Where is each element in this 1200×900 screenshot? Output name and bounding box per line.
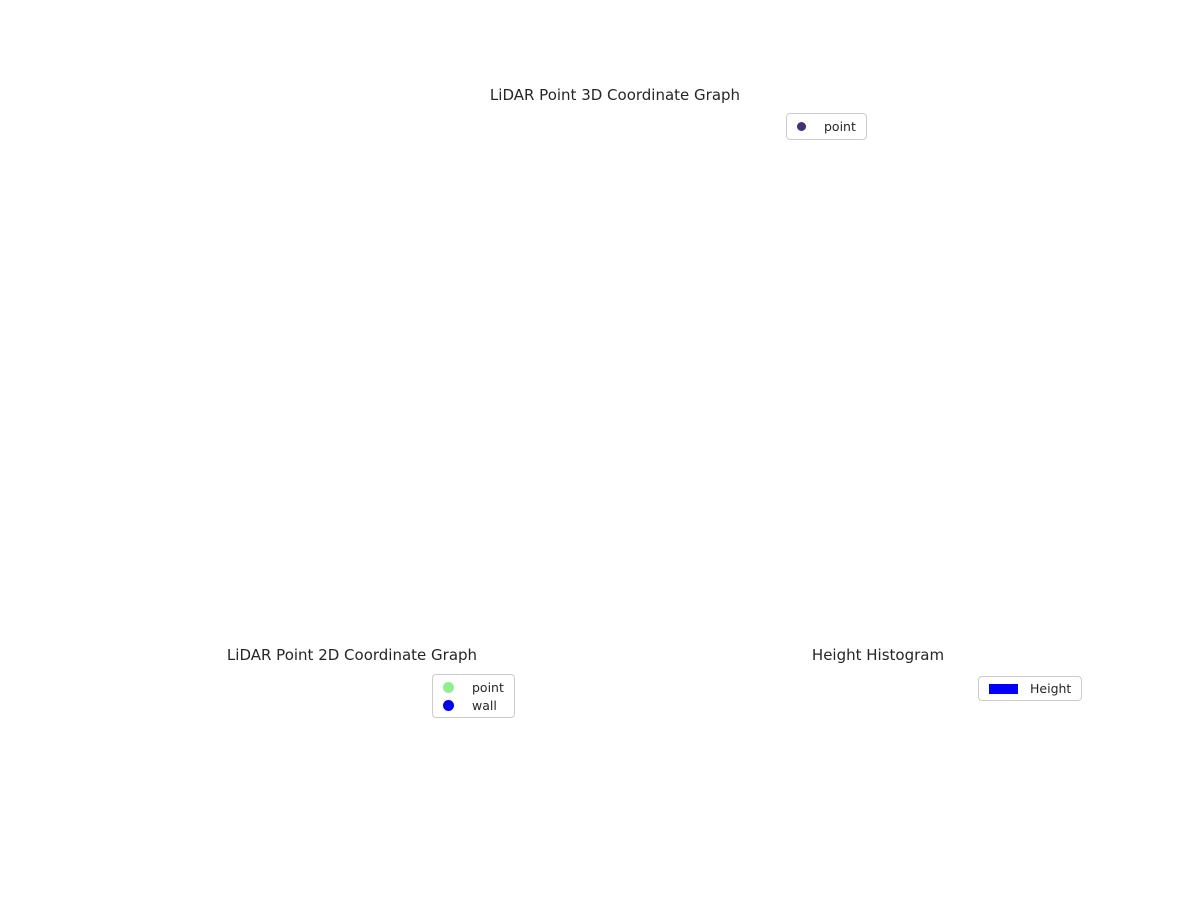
point-marker-icon [443, 681, 454, 693]
plot2d-title: LiDAR Point 2D Coordinate Graph [226, 646, 478, 664]
legend-label-wall: wall [472, 697, 497, 713]
legend-entry-point: point [443, 678, 504, 696]
point-marker-icon [797, 122, 806, 131]
legend-entry-point: point [797, 117, 856, 136]
legend-label-point: point [824, 119, 856, 134]
wall-marker-icon [443, 699, 454, 711]
plot2d-legend: point wall [432, 674, 515, 718]
legend-label-point: point [472, 679, 504, 695]
legend-entry-height: Height [989, 680, 1071, 697]
legend-label-height: Height [1030, 681, 1072, 696]
histogram-title: Height Histogram [811, 646, 945, 664]
legend-entry-wall: wall [443, 696, 504, 714]
height-swatch-icon [989, 683, 1018, 694]
histogram-legend: Height [978, 676, 1083, 701]
plot3d-title: LiDAR Point 3D Coordinate Graph [489, 86, 741, 104]
plot3d-legend: point [786, 113, 867, 140]
